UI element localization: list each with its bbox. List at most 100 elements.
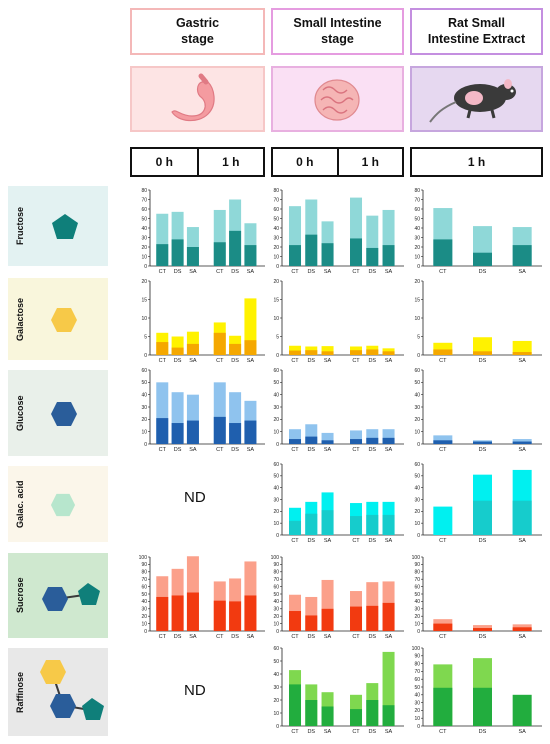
bar xyxy=(305,615,318,631)
bar xyxy=(433,239,453,266)
y-tick-label: 30 xyxy=(414,235,420,241)
row-panel-raffinose: Raffinose xyxy=(8,648,108,736)
bar xyxy=(186,343,199,355)
bar xyxy=(244,245,257,266)
x-tick-label: SA xyxy=(189,358,197,364)
bar xyxy=(156,244,169,266)
y-tick-label: 40 xyxy=(273,392,279,398)
time-label: 1 h xyxy=(336,149,403,175)
x-tick-label: SA xyxy=(324,269,332,275)
bar xyxy=(289,611,302,631)
x-tick-label: SA xyxy=(518,269,526,275)
y-tick-label: 0 xyxy=(276,533,279,539)
x-tick-label: SA xyxy=(189,269,197,275)
bar xyxy=(433,687,453,726)
y-tick-label: 30 xyxy=(414,607,420,613)
y-tick-label: 60 xyxy=(141,207,147,213)
y-tick-label: 0 xyxy=(144,353,147,359)
bar xyxy=(171,423,184,444)
x-tick-label: SA xyxy=(385,634,393,640)
row-panel-fructose: Fructose xyxy=(8,186,108,266)
y-tick-label: 70 xyxy=(273,197,279,203)
y-tick-label: 0 xyxy=(417,724,420,730)
x-tick-label: SA xyxy=(324,447,332,453)
y-tick-label: 15 xyxy=(414,297,420,303)
bar xyxy=(156,596,169,631)
y-tick-label: 60 xyxy=(273,462,279,468)
y-tick-label: 20 xyxy=(273,279,279,285)
x-tick-label: SA xyxy=(324,538,332,544)
y-tick-label: 30 xyxy=(273,405,279,411)
y-tick-label: 30 xyxy=(141,235,147,241)
rat-icon xyxy=(429,79,516,123)
x-tick-label: SA xyxy=(518,358,526,364)
time-label: 0 h xyxy=(155,155,173,169)
bar xyxy=(229,601,242,631)
y-tick-label: 5 xyxy=(144,334,147,340)
bar xyxy=(350,709,363,726)
bar xyxy=(321,243,334,266)
bar xyxy=(305,234,318,266)
y-tick-label: 70 xyxy=(414,197,420,203)
small-intestine-stage-title: Small Intestine stage xyxy=(293,15,382,46)
bar xyxy=(366,700,379,726)
x-tick-label: SA xyxy=(324,729,332,735)
x-tick-label: CT xyxy=(291,269,299,275)
x-tick-label: DS xyxy=(368,634,376,640)
x-tick-label: CT xyxy=(352,269,360,275)
y-tick-label: 100 xyxy=(271,555,280,561)
x-tick-label: DS xyxy=(479,269,487,275)
bar xyxy=(229,423,242,444)
y-tick-label: 30 xyxy=(414,497,420,503)
gastric-stage-title: Gastric stage xyxy=(175,15,220,46)
x-tick-label: CT xyxy=(216,358,224,364)
bar xyxy=(305,700,318,726)
y-tick-label: 0 xyxy=(417,533,420,539)
bar xyxy=(433,623,453,631)
y-tick-label: 20 xyxy=(141,417,147,423)
y-tick-label: 40 xyxy=(414,599,420,605)
bar xyxy=(433,440,453,444)
bar xyxy=(473,628,492,631)
y-tick-label: 10 xyxy=(273,254,279,260)
bar xyxy=(433,435,453,444)
bar xyxy=(186,247,199,266)
x-tick-label: DS xyxy=(307,729,315,735)
x-tick-label: CT xyxy=(352,634,360,640)
x-tick-label: CT xyxy=(352,538,360,544)
y-tick-label: 10 xyxy=(414,621,420,627)
pentagon-icon xyxy=(52,214,78,239)
x-tick-label: CT xyxy=(439,729,447,735)
bar xyxy=(473,337,492,355)
bar xyxy=(512,352,532,355)
time-label: 1 h xyxy=(467,155,486,169)
trisaccharide-icon xyxy=(40,660,104,720)
bar xyxy=(382,705,395,726)
bar xyxy=(244,420,257,444)
y-tick-label: 40 xyxy=(141,226,147,232)
y-tick-label: 5 xyxy=(417,334,420,340)
bar xyxy=(512,441,532,444)
y-tick-label: 30 xyxy=(273,685,279,691)
x-tick-label: SA xyxy=(247,447,255,453)
hexagon-icon xyxy=(51,402,77,426)
x-tick-label: DS xyxy=(479,634,487,640)
bar xyxy=(350,516,363,535)
y-tick-label: 90 xyxy=(414,562,420,568)
bar xyxy=(186,420,199,444)
y-tick-label: 40 xyxy=(273,226,279,232)
y-tick-label: 60 xyxy=(414,462,420,468)
x-tick-label: SA xyxy=(247,269,255,275)
bar xyxy=(512,627,532,631)
x-tick-label: DS xyxy=(368,729,376,735)
x-tick-label: CT xyxy=(216,447,224,453)
bar xyxy=(473,500,492,535)
y-tick-label: 15 xyxy=(141,297,147,303)
bar xyxy=(366,437,379,444)
bar xyxy=(366,349,379,355)
x-tick-label: SA xyxy=(247,634,255,640)
x-tick-label: DS xyxy=(479,447,487,453)
y-tick-label: 20 xyxy=(414,509,420,515)
bar xyxy=(321,351,334,355)
